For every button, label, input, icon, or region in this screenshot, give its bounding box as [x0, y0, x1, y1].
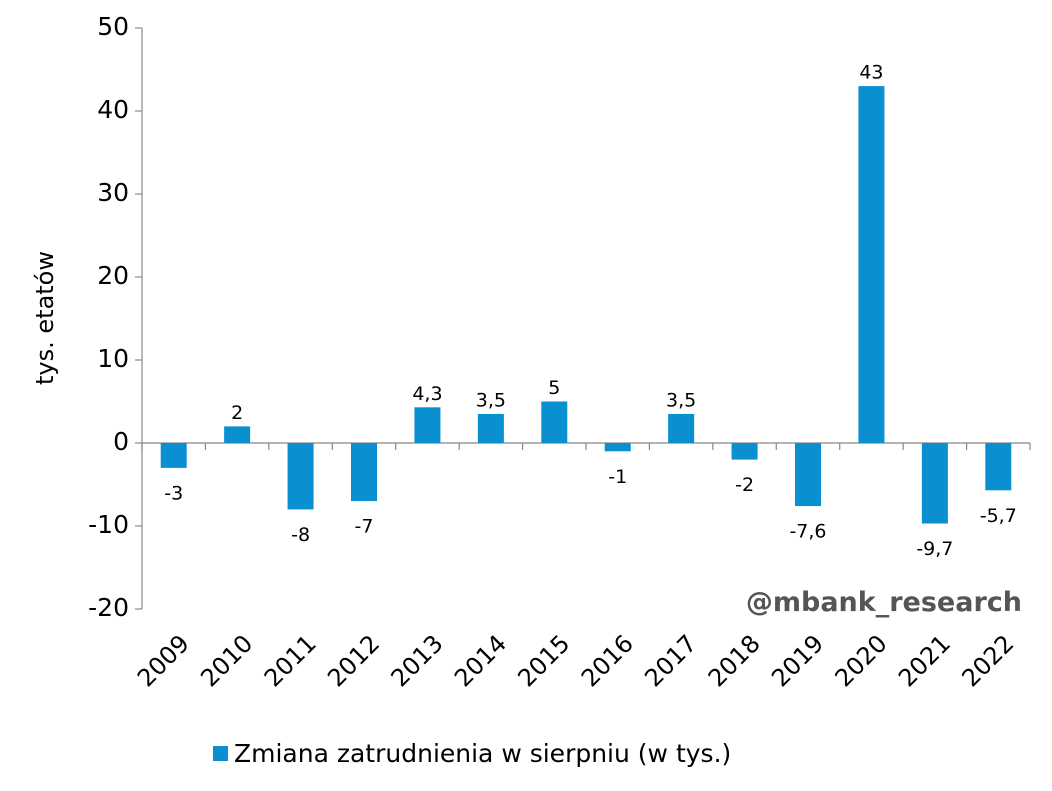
- bars: [160, 86, 1012, 524]
- data-label: -8: [291, 524, 310, 546]
- x-tick-label: 2011: [259, 629, 322, 692]
- data-label: 5: [548, 377, 560, 399]
- data-label: 43: [859, 62, 883, 84]
- y-tick-labels: -20 -10 0 10 20 30 40 50: [88, 12, 129, 622]
- legend-label: Zmiana zatrudnienia w sierpniu (w tys.): [234, 738, 732, 768]
- y-tick-label: 40: [97, 95, 129, 124]
- x-tick-label: 2015: [512, 629, 575, 692]
- y-tick-label: 30: [97, 178, 129, 207]
- x-tick-label: 2009: [132, 629, 195, 692]
- bar: [414, 407, 441, 443]
- bar: [224, 426, 251, 443]
- bar: [604, 443, 631, 452]
- x-tick-label: 2013: [386, 629, 449, 692]
- bar: [541, 401, 568, 443]
- bar: [477, 413, 504, 443]
- data-label: -9,7: [916, 538, 953, 560]
- data-label: 2: [231, 402, 243, 424]
- x-tick-label: 2017: [639, 629, 702, 692]
- bar: [160, 443, 187, 468]
- x-tick-label: 2019: [766, 629, 829, 692]
- bar: [795, 443, 821, 507]
- data-label: -3: [164, 482, 183, 504]
- bar: [858, 86, 885, 443]
- x-tick-labels: 2009 2010 2011 2012 2013 2014 2015 2016 2017 2018…: [132, 629, 1020, 692]
- data-label: 4,3: [412, 383, 442, 405]
- y-tick-label: 10: [97, 344, 129, 373]
- x-tick-label: 2010: [195, 629, 258, 692]
- data-labels: -3 2 -8 -7 4,3 3,5 5 -1 3,5 -2 -7,6 43 -9,7 -5,7: [164, 62, 1017, 560]
- data-label: -1: [608, 466, 627, 488]
- y-tick-label: -20: [88, 593, 129, 622]
- y-axis-label: tys. etatów: [31, 251, 59, 385]
- data-label: -2: [735, 474, 754, 496]
- axes: [135, 27, 1031, 610]
- legend-swatch: [213, 745, 228, 761]
- y-tick-label: 50: [97, 12, 129, 41]
- data-label: -7,6: [789, 521, 826, 543]
- bar: [731, 443, 758, 460]
- x-tick-label: 2022: [956, 629, 1019, 692]
- bar: [921, 443, 948, 524]
- y-tick-label: 20: [97, 261, 129, 290]
- data-label: 3,5: [666, 389, 696, 411]
- x-tick-label: 2012: [322, 629, 385, 692]
- y-tick-label: -10: [88, 510, 129, 539]
- data-label: -7: [355, 516, 374, 538]
- legend: Zmiana zatrudnienia w sierpniu (w tys.): [213, 736, 731, 770]
- bar: [351, 443, 377, 502]
- bar: [287, 443, 314, 510]
- x-tick-label: 2018: [703, 629, 766, 692]
- x-tick-label: 2014: [449, 629, 512, 692]
- data-label: -5,7: [980, 505, 1017, 527]
- data-label: 3,5: [476, 389, 506, 411]
- x-tick-label: 2016: [576, 629, 639, 692]
- x-tick-label: 2021: [893, 629, 956, 692]
- x-tick-label: 2020: [830, 629, 893, 692]
- bar: [668, 413, 695, 443]
- bar: [985, 443, 1012, 491]
- watermark-annotation: @mbank_research: [746, 587, 1022, 618]
- y-tick-label: 0: [113, 427, 129, 456]
